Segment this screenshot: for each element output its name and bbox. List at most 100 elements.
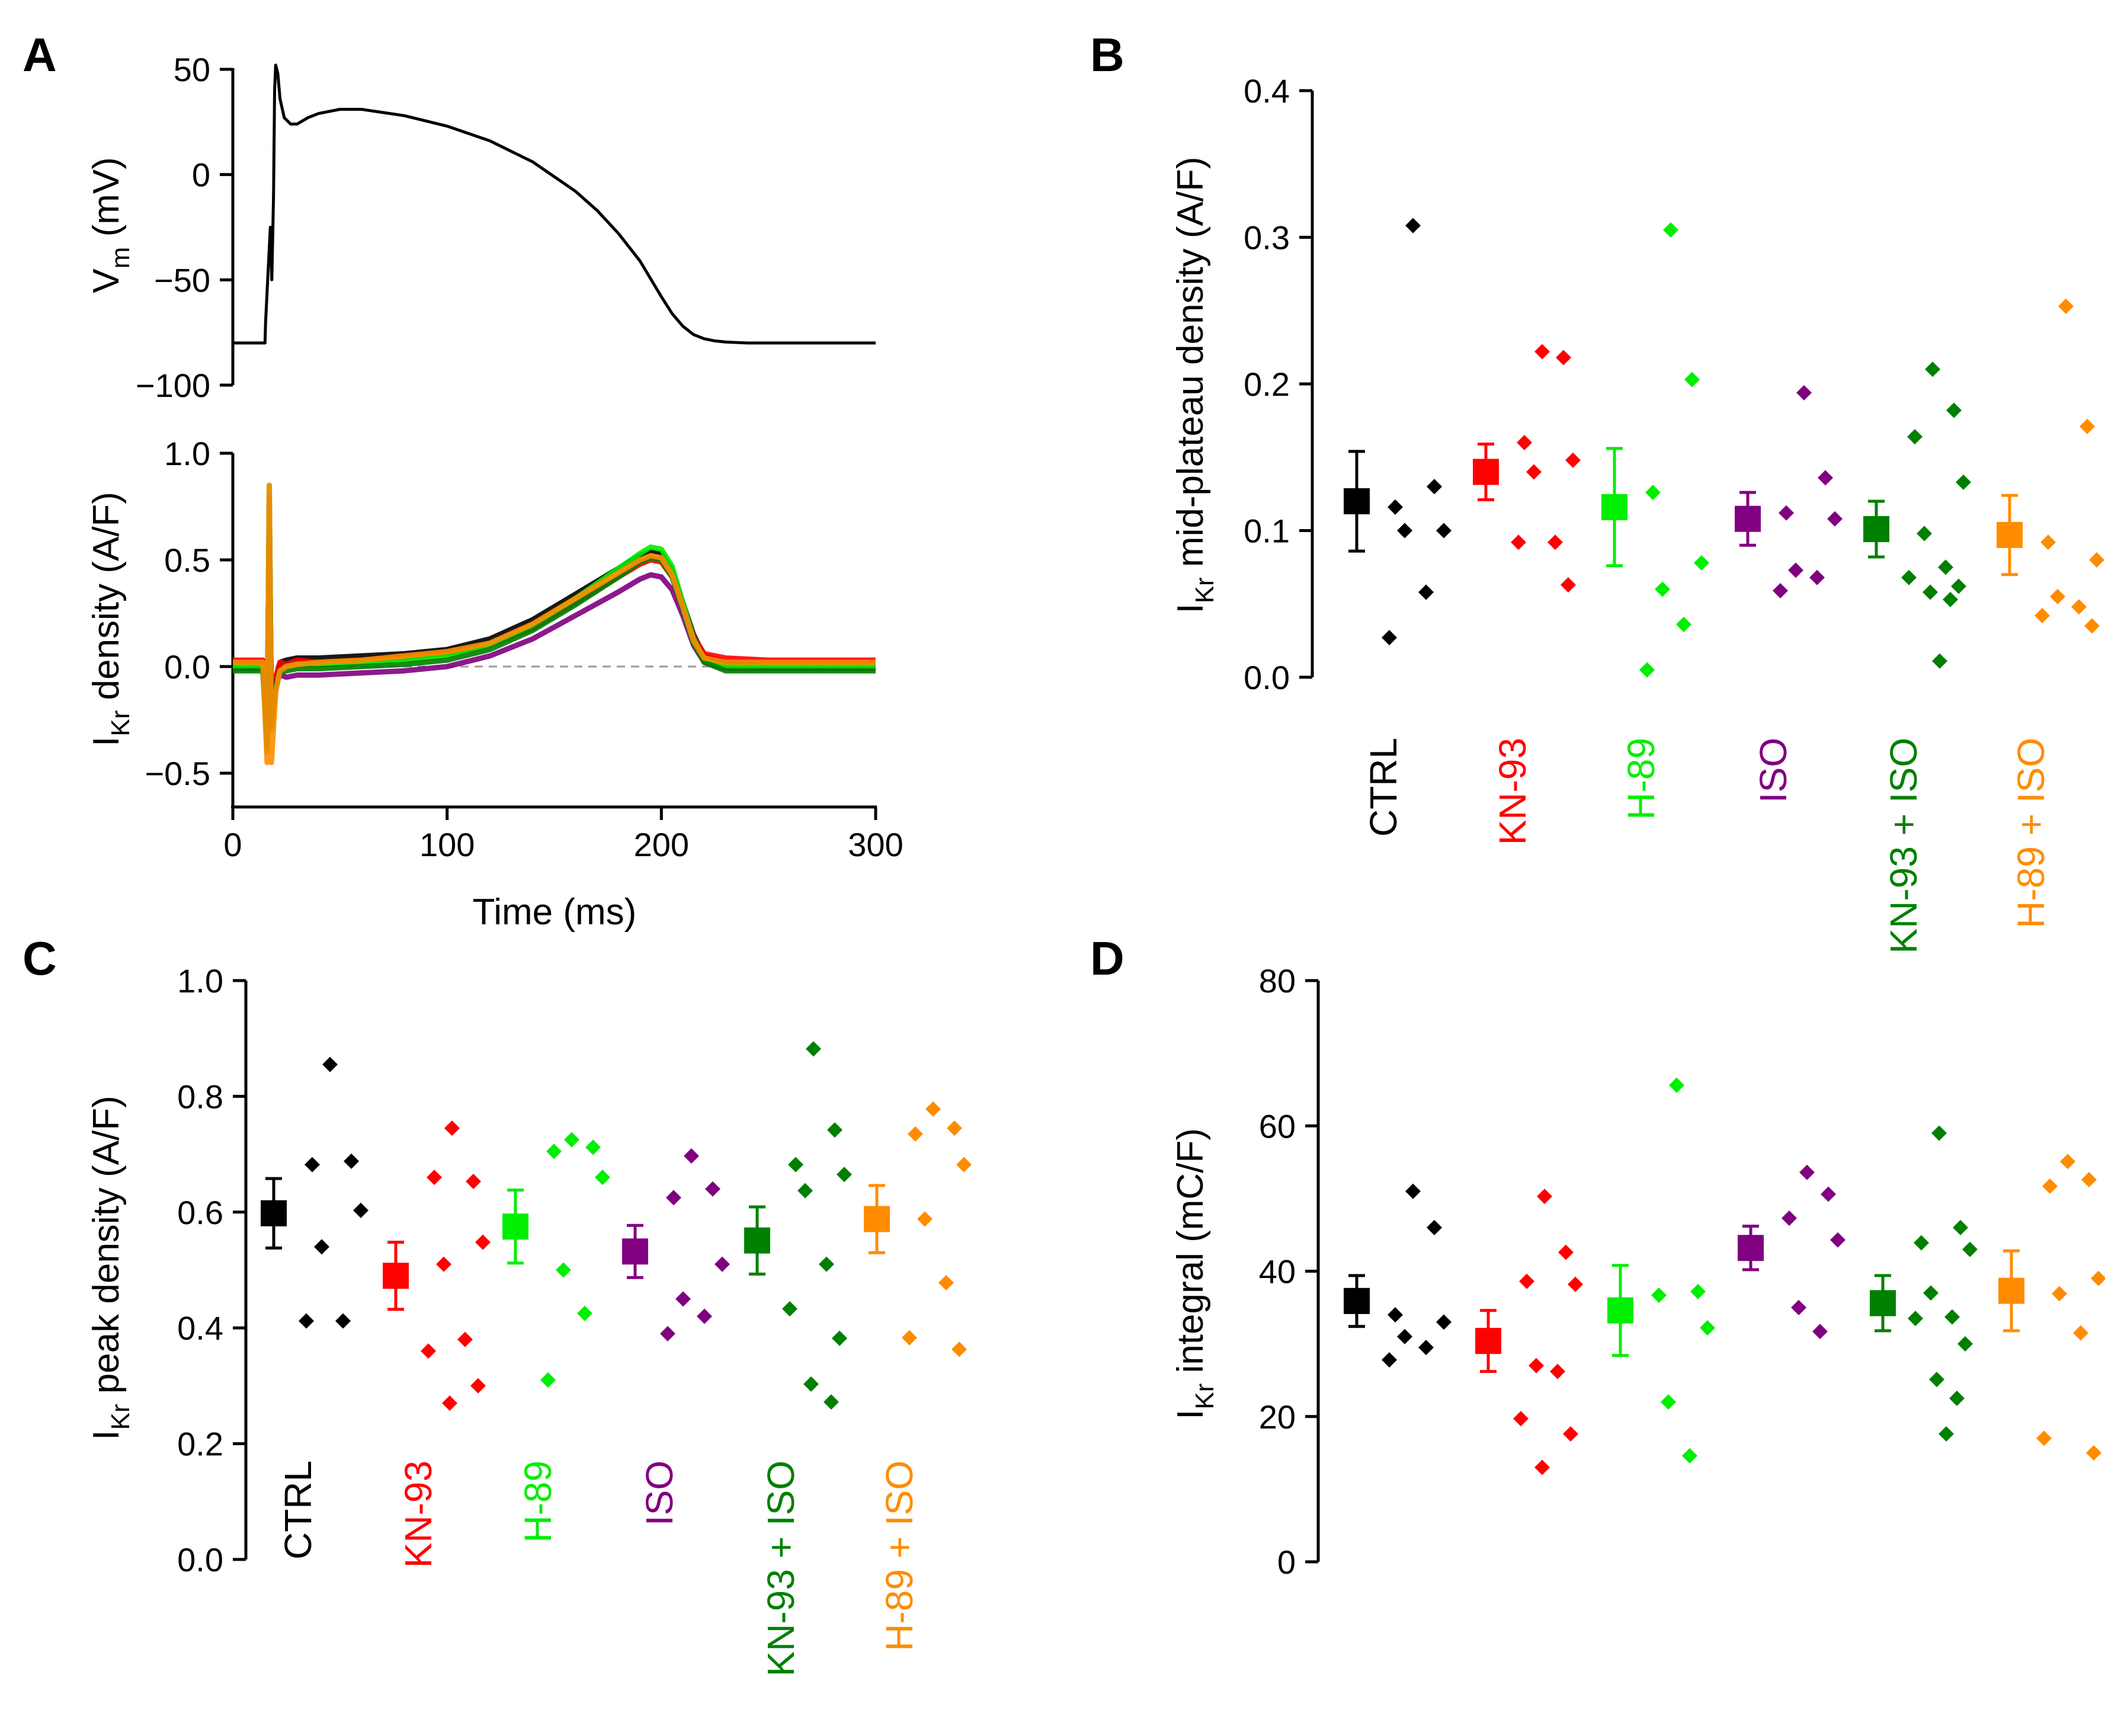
panel-c-group-label-iso: ISO: [638, 1460, 681, 1526]
panel-d-ytick-label: 20: [1259, 1398, 1296, 1436]
data-point-h89iso: [925, 1101, 941, 1117]
data-point-ctrl: [1397, 1328, 1412, 1344]
panel-a-top-y-label: Vm (mV): [86, 157, 135, 293]
panel-d-ytick-label: 60: [1259, 1107, 1296, 1145]
data-point-iso: [684, 1148, 699, 1164]
panel-b-ytick-label: 0.0: [1244, 659, 1290, 696]
data-point-kn93iso: [1938, 559, 1953, 575]
membrane-potential-trace: [233, 63, 876, 345]
panel-b: B 0.0 0.1 0.2 0.3 0.4 IKr mid-plateau densit…: [1090, 28, 2104, 954]
data-point-iso: [660, 1325, 675, 1341]
data-point-h89iso: [902, 1330, 917, 1346]
data-point-iso: [1821, 1186, 1836, 1202]
data-point-kn93iso: [1929, 1372, 1944, 1388]
data-point-kn93: [1561, 577, 1576, 593]
data-point-h89iso: [2073, 1325, 2088, 1341]
data-point-kn93: [421, 1343, 436, 1359]
ikr-trace-h-89-iso: [233, 482, 876, 765]
data-point-h89: [1655, 581, 1670, 597]
data-point-ctrl: [1427, 1219, 1442, 1235]
data-point-kn93iso: [1923, 1285, 1939, 1301]
mean-square-kn93iso: [1870, 1290, 1896, 1317]
mean-square-h89: [1607, 1297, 1633, 1324]
data-point-iso: [666, 1190, 681, 1206]
data-point-kn93iso: [806, 1041, 821, 1057]
panel-b-ytick-label: 0.3: [1244, 219, 1290, 257]
data-point-kn93iso: [1951, 578, 1966, 594]
data-point-ctrl: [1427, 479, 1442, 495]
mean-square-iso: [622, 1238, 648, 1265]
data-point-kn93iso: [1949, 1391, 1965, 1407]
data-point-h89: [546, 1144, 562, 1160]
ikr-trace-ctrl: [233, 514, 876, 734]
panel-c-group-label-kn93iso: KN-93 + ISO: [760, 1460, 802, 1677]
panel-a-top-ytick-label: 0: [192, 156, 210, 194]
panel-c-letter: C: [23, 932, 57, 985]
ikr-trace-iso: [233, 536, 876, 734]
data-point-kn93iso: [1944, 1309, 1960, 1325]
panel-d-marks: [1344, 1077, 2105, 1475]
panel-c-ytick-label: 0.0: [177, 1541, 223, 1578]
panel-b-ytick-label: 0.2: [1244, 366, 1290, 403]
data-point-kn93: [1519, 1273, 1534, 1289]
mean-square-ctrl: [261, 1200, 287, 1226]
data-point-ctrl: [299, 1313, 314, 1329]
data-point-iso: [1773, 582, 1788, 598]
data-point-h89iso: [2040, 534, 2056, 550]
panel-c-y-ticks: 0.0 0.2 0.4 0.6 0.8 1.0: [177, 962, 246, 1578]
mean-square-kn93: [1475, 1328, 1501, 1354]
panel-c-group-label-kn93: KN-93: [397, 1460, 440, 1568]
data-point-kn93iso: [1917, 526, 1932, 542]
data-point-kn93iso: [1908, 1311, 1923, 1327]
data-point-kn93: [1565, 452, 1581, 468]
panel-b-group-label-kn93iso: KN-93 + ISO: [1882, 738, 1925, 954]
data-point-h89iso: [2052, 1286, 2067, 1302]
data-point-kn93iso: [1914, 1235, 1929, 1251]
panel-c-ytick-label: 1.0: [177, 962, 223, 1000]
mean-square-h89iso: [1997, 521, 2023, 548]
panel-b-y-label: IKr mid-plateau density (A/F): [1170, 156, 1219, 613]
data-point-kn93iso: [1932, 653, 1947, 669]
data-point-h89: [564, 1132, 579, 1148]
data-point-h89: [1639, 662, 1655, 678]
panel-a-bottom-xtick-label: 200: [634, 826, 689, 863]
panel-c-ytick-label: 0.2: [177, 1426, 223, 1463]
panel-c-group-label-h89: H-89: [517, 1460, 559, 1543]
panel-c-ytick-label: 0.4: [177, 1309, 223, 1347]
panel-b-ytick-label: 0.4: [1244, 72, 1290, 110]
data-point-iso: [1827, 511, 1843, 527]
data-point-kn93iso: [819, 1256, 834, 1272]
data-point-ctrl: [305, 1157, 320, 1173]
panel-b-y-ticks: 0.0 0.1 0.2 0.3 0.4: [1244, 72, 1312, 696]
ikr-trace-kn-93-iso: [233, 493, 876, 751]
data-point-h89: [1651, 1287, 1667, 1303]
panel-b-ytick-label: 0.1: [1244, 513, 1290, 550]
panel-b-letter: B: [1090, 28, 1124, 81]
data-point-kn93: [1558, 1244, 1574, 1260]
data-point-h89iso: [2086, 1445, 2101, 1461]
data-point-h89iso: [956, 1157, 972, 1173]
panel-a-letter: A: [23, 28, 57, 81]
data-point-kn93iso: [837, 1167, 852, 1183]
data-point-kn93: [1517, 435, 1532, 450]
data-point-h89iso: [2058, 298, 2074, 314]
data-point-h89iso: [947, 1120, 962, 1136]
data-point-ctrl: [344, 1153, 359, 1169]
data-point-iso: [1779, 505, 1794, 521]
data-point-h89iso: [951, 1341, 967, 1357]
data-point-kn93: [1537, 1189, 1552, 1205]
panel-c-group-label-ctrl: CTRL: [277, 1460, 319, 1559]
data-point-kn93: [1529, 1357, 1544, 1373]
data-point-ctrl: [1436, 1314, 1452, 1330]
mean-square-ctrl: [1344, 1287, 1370, 1314]
panel-a-bottom-xtick-label: 0: [223, 826, 242, 863]
data-point-kn93iso: [827, 1122, 842, 1138]
panel-a-bottom-series: [233, 482, 876, 765]
data-point-iso: [1799, 1164, 1815, 1180]
data-point-iso: [1788, 562, 1803, 578]
data-point-kn93: [466, 1174, 481, 1190]
panel-b-group-label-kn93: KN-93: [1491, 738, 1534, 845]
data-point-iso: [697, 1308, 712, 1324]
data-point-h89iso: [2081, 1171, 2097, 1187]
data-point-h89iso: [2084, 618, 2100, 634]
